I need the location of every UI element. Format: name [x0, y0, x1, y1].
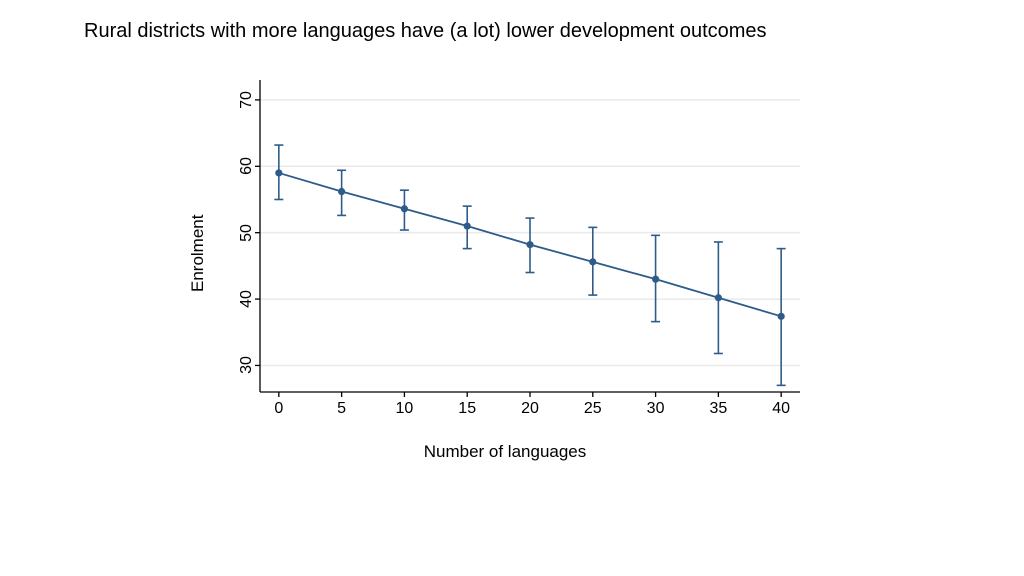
chart-container: Enrolment 3040506070 0510152025303540 Nu… — [210, 70, 800, 450]
x-tick-label: 15 — [447, 400, 487, 418]
y-tick-label: 50 — [238, 218, 256, 248]
chart-svg — [210, 70, 800, 450]
y-axis-label: Enrolment — [188, 215, 208, 292]
x-axis-label: Number of languages — [210, 442, 800, 462]
page-title: Rural districts with more languages have… — [84, 20, 767, 43]
x-tick-label: 30 — [636, 400, 676, 418]
x-tick-label: 5 — [322, 400, 362, 418]
x-tick-label: 40 — [761, 400, 801, 418]
x-tick-label: 10 — [384, 400, 424, 418]
y-tick-label: 70 — [238, 85, 256, 115]
x-tick-label: 20 — [510, 400, 550, 418]
x-tick-label: 25 — [573, 400, 613, 418]
y-tick-label: 60 — [238, 151, 256, 181]
x-tick-label: 0 — [259, 400, 299, 418]
y-tick-label: 40 — [238, 284, 256, 314]
x-tick-label: 35 — [698, 400, 738, 418]
y-tick-label: 30 — [238, 350, 256, 380]
